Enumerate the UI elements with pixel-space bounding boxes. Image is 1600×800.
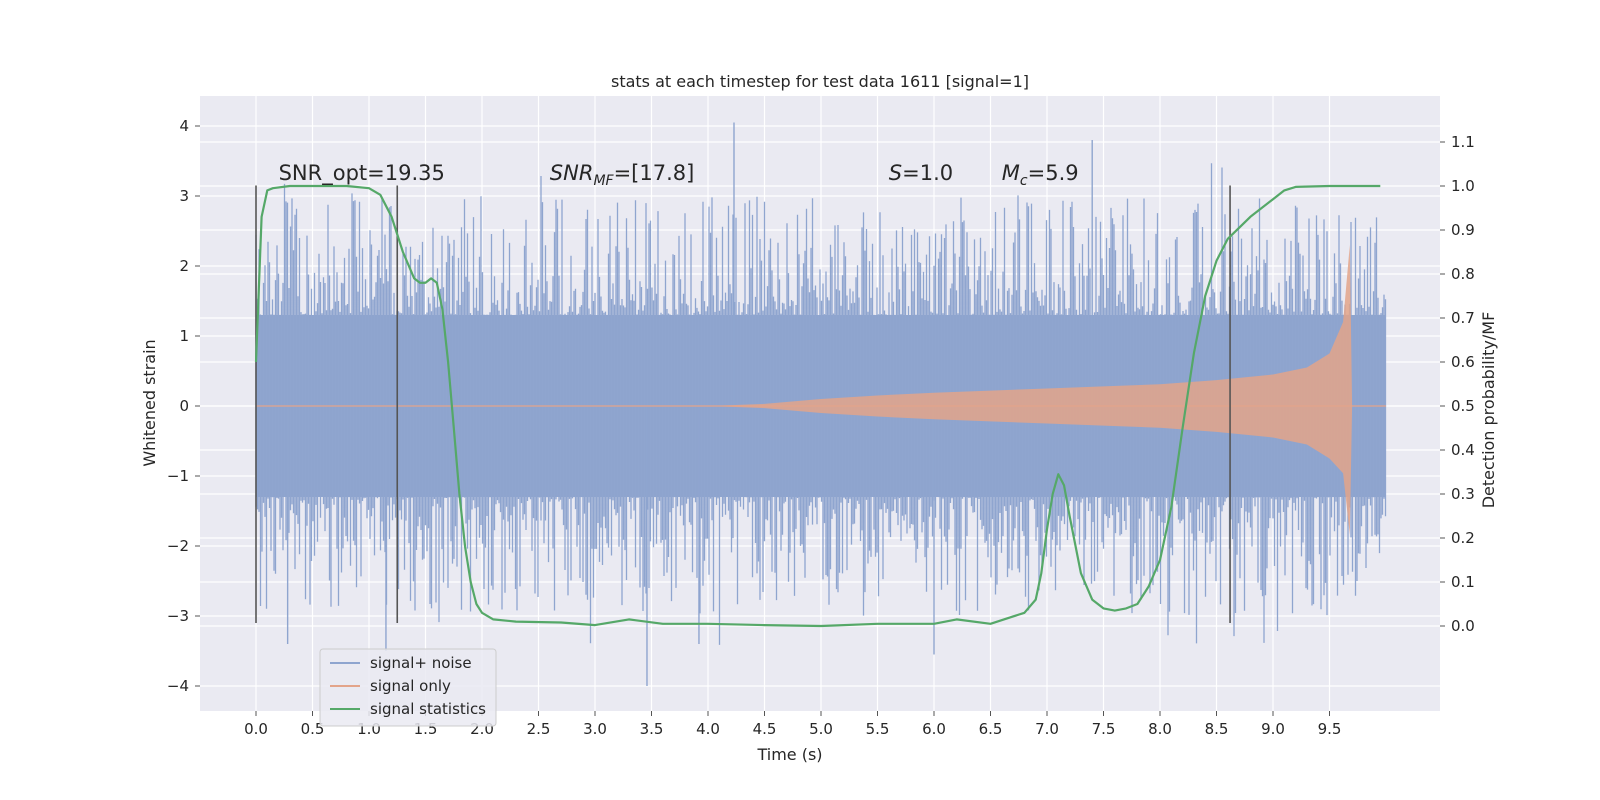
y-tick-label: −2 xyxy=(167,537,189,555)
annotation-snr-mf: SNRMF=[17.8] xyxy=(550,161,695,189)
x-tick-label: 7.5 xyxy=(1092,720,1116,738)
annotation-suffix: =1.0 xyxy=(902,161,953,185)
series-signal-only xyxy=(256,245,1386,535)
x-tick-label: 2.5 xyxy=(527,720,551,738)
x-tick-label: 4.0 xyxy=(696,720,720,738)
x-tick-label: 9.0 xyxy=(1261,720,1285,738)
y-tick-label: −1 xyxy=(167,467,189,485)
y-tick-label: 4 xyxy=(179,117,189,135)
annotation-s: S=1.0 xyxy=(889,161,953,185)
y-tick-label: −4 xyxy=(167,677,189,695)
annotation-suffix: =[17.8] xyxy=(614,161,695,185)
vertical-markers xyxy=(255,185,1231,623)
annotation-snr-opt: SNR_opt=19.35 xyxy=(279,161,445,186)
y-right-axis-label: Detection probability/MF xyxy=(1479,312,1498,509)
legend: signal+ noise signal only signal statist… xyxy=(319,648,497,727)
y-right-tick-label: 0.0 xyxy=(1451,617,1475,635)
y-right-tick-label: 0.2 xyxy=(1451,529,1475,547)
annotation-suffix: =5.9 xyxy=(1028,161,1079,185)
legend-label-signal-only: signal only xyxy=(370,677,451,695)
series-signal-statistics xyxy=(254,184,1381,628)
annotation-mc: Mc=5.9 xyxy=(1002,161,1079,189)
x-tick-label: 3.0 xyxy=(583,720,607,738)
y-axis-label: Whitened strain xyxy=(140,339,159,466)
y-tick-label: 2 xyxy=(179,257,189,275)
y-right-tick-label: 1.1 xyxy=(1451,133,1475,151)
annotation-main: M xyxy=(1002,161,1020,185)
y-right-tick-label: 0.5 xyxy=(1451,397,1475,415)
y-tick-label: 1 xyxy=(179,327,189,345)
legend-label-signal-statistics: signal statistics xyxy=(370,700,486,718)
x-tick-label: 9.5 xyxy=(1318,720,1342,738)
x-tick-label: 0.5 xyxy=(301,720,325,738)
y-right-axis-ticks: 0.0 0.1 0.2 0.3 0.4 0.5 0.6 0.7 0.8 0.9 1.0 1.1 xyxy=(1440,133,1475,635)
y-tick-label: −3 xyxy=(167,607,189,625)
annotation-sub: c xyxy=(1020,173,1028,189)
y-right-tick-label: 0.3 xyxy=(1451,485,1475,503)
x-tick-label: 6.0 xyxy=(922,720,946,738)
x-tick-label: 8.0 xyxy=(1148,720,1172,738)
y-right-tick-label: 0.6 xyxy=(1451,353,1475,371)
y-right-tick-label: 0.4 xyxy=(1451,441,1475,459)
legend-box xyxy=(319,648,497,727)
annotation-main: S xyxy=(889,161,902,185)
x-tick-label: 8.5 xyxy=(1205,720,1229,738)
annotation-main: SNR_opt=19.35 xyxy=(279,161,445,186)
x-tick-label: 0.0 xyxy=(244,720,268,738)
y-right-tick-label: 1.0 xyxy=(1451,177,1475,195)
statistics-line xyxy=(254,184,1381,628)
y-tick-label: 3 xyxy=(179,187,189,205)
x-tick-label: 7.0 xyxy=(1035,720,1059,738)
y-right-tick-label: 0.1 xyxy=(1451,573,1475,591)
x-tick-label: 5.5 xyxy=(866,720,890,738)
chart-title: stats at each timestep for test data 161… xyxy=(611,72,1029,91)
x-tick-label: 5.0 xyxy=(809,720,833,738)
legend-label-signal-noise: signal+ noise xyxy=(370,654,472,672)
annotations: SNR_opt=19.35 SNRMF=[17.8] S=1.0 Mc=5.9 xyxy=(279,161,1079,189)
x-tick-label: 4.5 xyxy=(753,720,777,738)
y-right-tick-label: 0.9 xyxy=(1451,221,1475,239)
chirp-envelope xyxy=(256,245,1386,535)
y-right-tick-label: 0.7 xyxy=(1451,309,1475,327)
y-tick-label: 0 xyxy=(179,397,189,415)
x-tick-label: 6.5 xyxy=(979,720,1003,738)
x-axis-label: Time (s) xyxy=(756,745,822,764)
y-axis-ticks: −4 −3 −2 −1 0 1 2 3 4 xyxy=(167,117,200,695)
x-tick-label: 3.5 xyxy=(640,720,664,738)
y-right-tick-label: 0.8 xyxy=(1451,265,1475,283)
annotation-sub: MF xyxy=(593,173,614,189)
annotation-main: SNR xyxy=(550,161,594,185)
